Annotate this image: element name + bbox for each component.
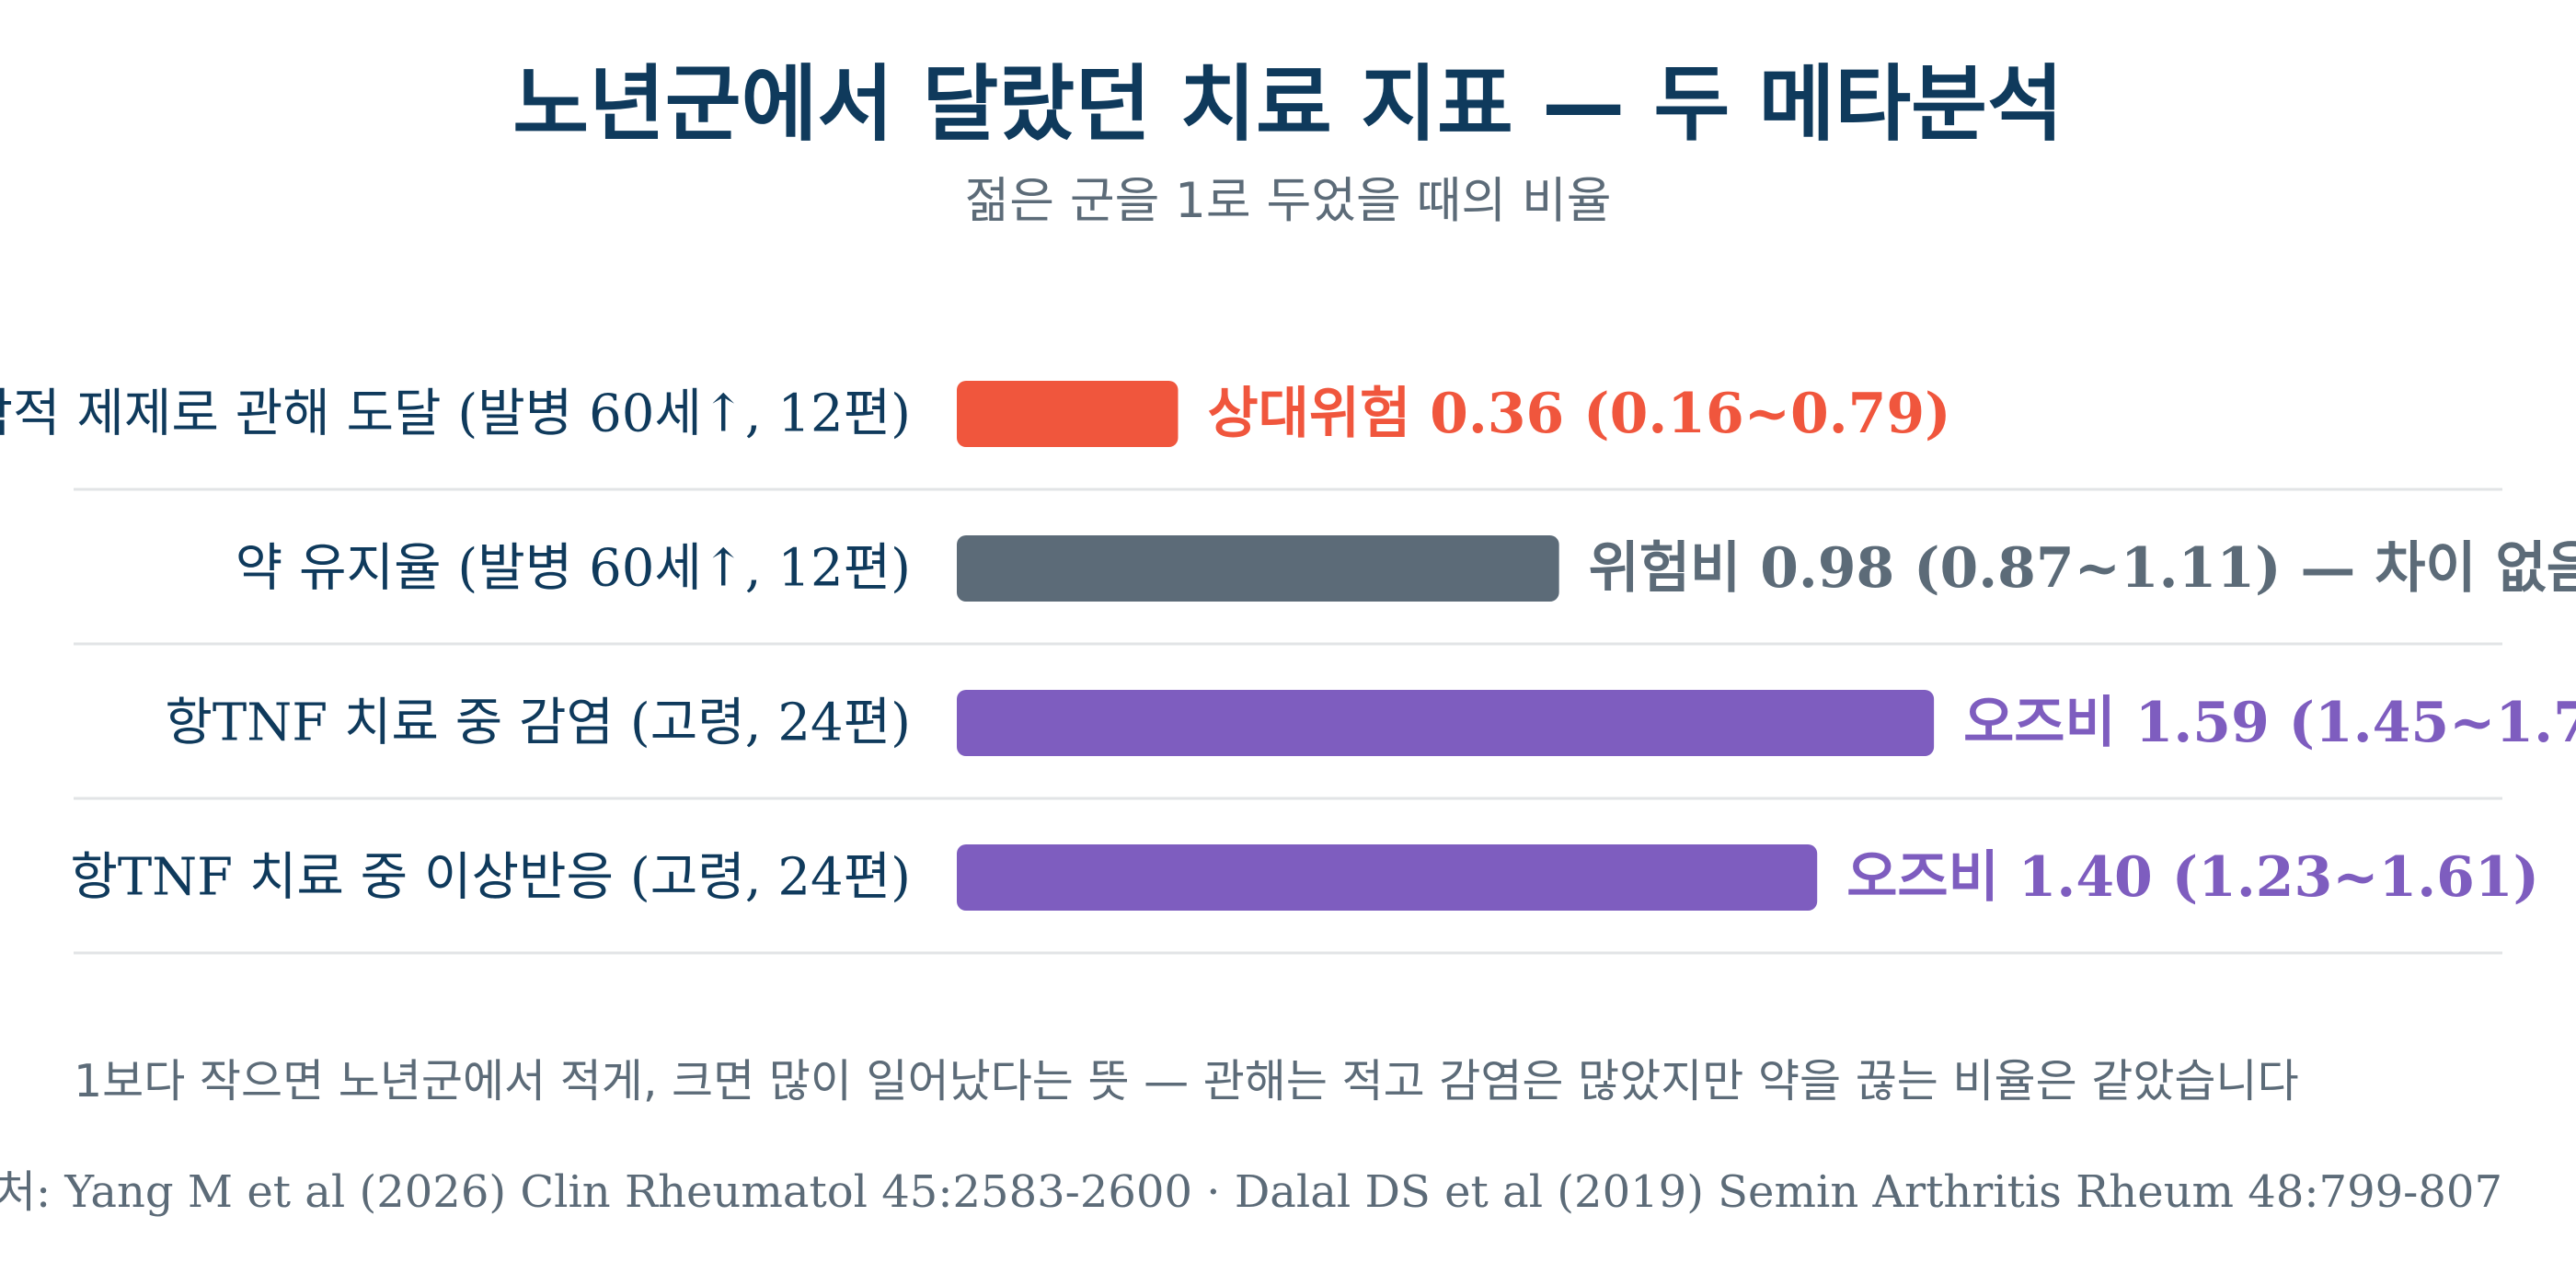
chart-source: 출처: Yang M et al (2026) Clin Rheumatol 4… [0,1166,2502,1218]
bar-4 [957,844,1818,911]
category-label-1: 생물학적 제제로 관해 도달 (발병 60세↑, 12편) [0,384,911,444]
value-label-4: 오즈비 1.40 (1.23~1.61) [1846,845,2539,910]
value-label-2: 위험비 0.98 (0.87~1.11) — 차이 없음 [1589,536,2576,601]
value-label-3: 오즈비 1.59 (1.45~1.74) [1963,691,2576,755]
chart-title: 노년군에서 달랐던 치료 지표 — 두 메타분석 [512,56,2064,153]
category-label-3: 항TNF 치료 중 감염 (고령, 24편) [165,694,911,753]
chart-note: 1보다 작으면 노년군에서 적게, 크면 많이 일어났다는 뜻 — 관해는 적고… [74,1055,2299,1107]
chart-subtitle: 젊은 군을 1로 두었을 때의 비율 [964,173,1612,229]
value-label-1: 상대위험 0.36 (0.16~0.79) [1207,382,1950,446]
category-label-2: 약 유지율 (발병 60세↑, 12편) [236,539,911,599]
bar-1 [957,381,1179,447]
bar-3 [957,690,1935,756]
category-label-4: 항TNF 치료 중 이상반응 (고령, 24편) [70,848,911,908]
bar-2 [957,535,1559,602]
